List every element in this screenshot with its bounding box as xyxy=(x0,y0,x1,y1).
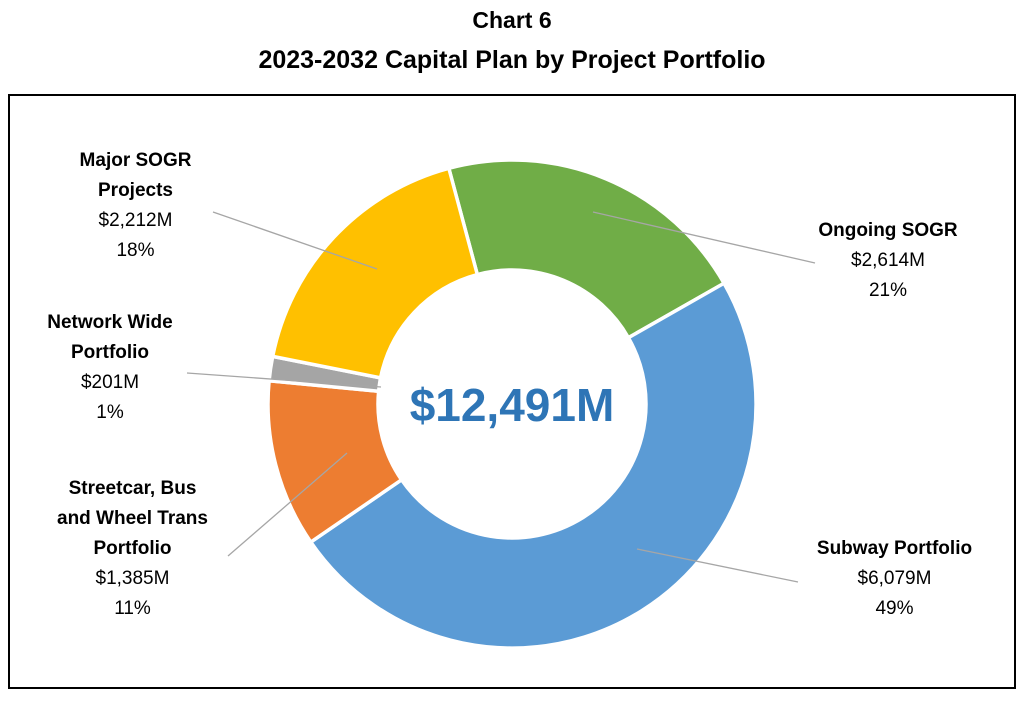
donut-slice-0 xyxy=(447,158,726,340)
slice-label-subway-portfolio: Subway Portfolio $6,079M 49% xyxy=(782,534,1007,624)
slice-amount: $1,385M xyxy=(95,568,170,589)
leader-line-major-sogr xyxy=(212,211,378,270)
slice-name: Portfolio xyxy=(93,538,172,559)
slice-name: Subway Portfolio xyxy=(816,538,973,559)
slice-label-streetcar-bus-wheeltrans-portfolio: Streetcar, Bus and Wheel Trans Portfolio… xyxy=(30,474,235,624)
slice-label-network-wide-portfolio: Network Wide Portfolio $201M 1% xyxy=(20,308,200,428)
slice-amount: $6,079M xyxy=(857,568,932,589)
donut-slice-4 xyxy=(270,166,480,380)
slice-name: Ongoing SOGR xyxy=(818,220,958,241)
leader-line-subway-portfolio xyxy=(636,548,799,583)
chart-title: Chart 6 xyxy=(472,7,552,33)
leader-line-network-wide xyxy=(186,372,382,388)
slice-name: Streetcar, Bus xyxy=(68,478,197,499)
donut-slice-1 xyxy=(309,281,758,650)
slice-label-ongoing-sogr: Ongoing SOGR $2,614M 21% xyxy=(778,216,998,306)
slice-amount: $2,212M xyxy=(98,210,173,231)
leader-line-ongoing-sogr xyxy=(592,211,816,264)
chart-plot-area: $12,491M Major SOGR Projects $2,212M 18%… xyxy=(8,94,1016,689)
slice-percent: 49% xyxy=(875,598,914,619)
slice-amount: $2,614M xyxy=(851,250,925,271)
slice-name: Major SOGR xyxy=(79,150,192,171)
slice-percent: 1% xyxy=(96,402,124,423)
slice-name: Network Wide xyxy=(47,312,173,333)
slice-percent: 18% xyxy=(116,240,155,261)
slice-name: and Wheel Trans xyxy=(57,508,208,529)
slice-label-major-sogr-projects: Major SOGR Projects $2,212M 18% xyxy=(38,146,233,266)
slice-percent: 11% xyxy=(114,598,151,619)
slice-amount: $201M xyxy=(80,372,140,393)
donut-chart xyxy=(186,158,816,650)
chart-subtitle: 2023-2032 Capital Plan by Project Portfo… xyxy=(258,46,766,74)
leader-line-streetcar-bus-wheeltrans xyxy=(227,452,348,557)
slice-name: Portfolio xyxy=(70,342,150,363)
slice-name: Projects xyxy=(98,180,173,201)
slice-percent: 21% xyxy=(868,280,908,301)
